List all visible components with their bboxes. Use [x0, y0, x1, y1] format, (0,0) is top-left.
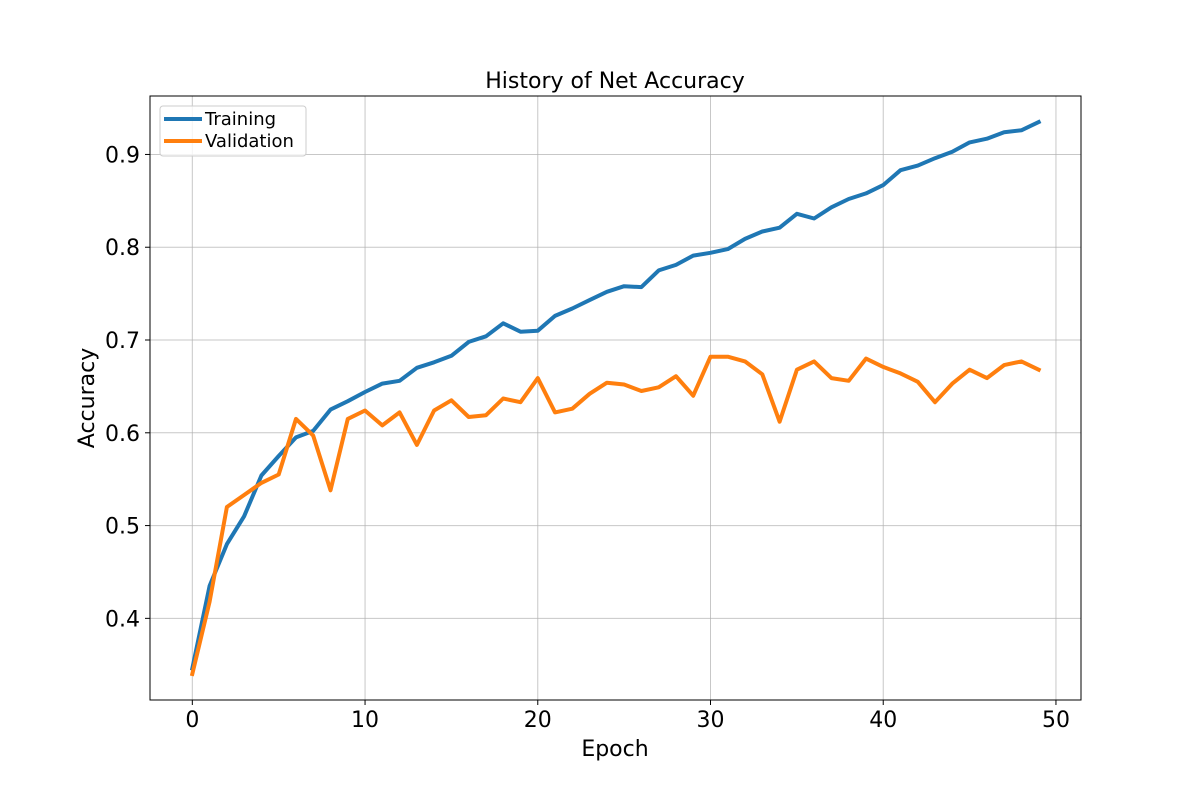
- x-tick-label: 0: [185, 708, 199, 733]
- y-tick-label: 0.7: [105, 329, 140, 354]
- legend-label-training: Training: [204, 109, 276, 130]
- x-tick-label: 10: [351, 708, 379, 733]
- x-tick-label: 40: [869, 708, 897, 733]
- x-axis-title: Epoch: [581, 737, 648, 762]
- axis-ticks: 0 10 20 30 40 50 0.4 0.5 0.6 0.7 0.8 0.9: [105, 143, 1070, 733]
- y-tick-label: 0.6: [105, 422, 140, 447]
- x-tick-label: 50: [1042, 708, 1070, 733]
- series-line-validation: [189, 354, 1042, 677]
- x-tick-label: 30: [697, 708, 725, 733]
- legend-label-validation: Validation: [205, 131, 294, 152]
- legend: Training Validation: [159, 105, 307, 157]
- y-axis-title: Accuracy: [75, 348, 100, 448]
- y-tick-label: 0.4: [105, 607, 140, 632]
- x-tick-label: 20: [524, 708, 552, 733]
- y-tick-label: 0.5: [105, 515, 140, 540]
- y-tick-label: 0.8: [105, 236, 140, 261]
- y-tick-label: 0.9: [105, 143, 140, 168]
- series-lines: [189, 119, 1042, 677]
- series-line-training: [189, 119, 1042, 671]
- plot-frame: [149, 95, 1082, 701]
- chart-title: History of Net Accuracy: [485, 69, 745, 94]
